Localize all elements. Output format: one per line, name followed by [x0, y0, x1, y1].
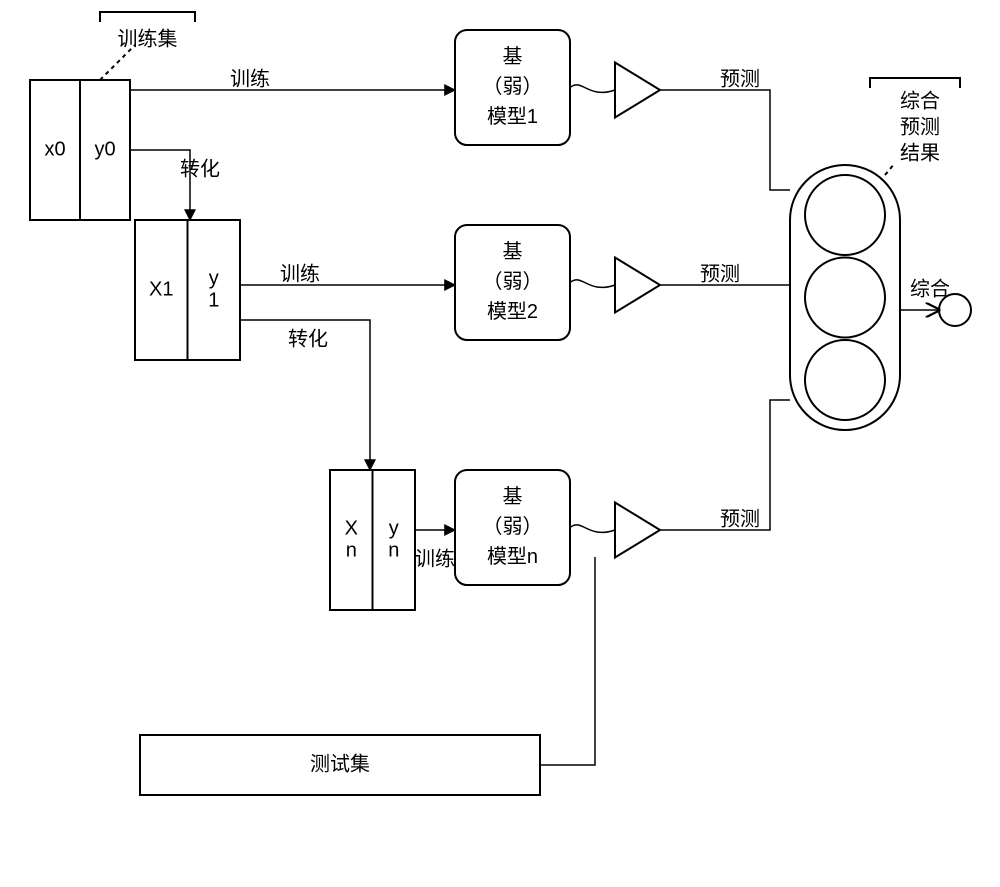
model-m2: 基 （弱） 模型2	[455, 225, 570, 340]
triangle-t2	[615, 258, 660, 313]
svg-text:y: y	[209, 267, 219, 289]
ensemble-slot-1	[805, 258, 885, 338]
svg-text:y0: y0	[94, 138, 115, 160]
svg-text:训练: 训练	[230, 67, 270, 90]
model-mn: 基 （弱） 模型n	[455, 470, 570, 585]
svg-text:模型2: 模型2	[487, 300, 538, 323]
ensemble-slot-0	[805, 175, 885, 255]
flow-diagram: 训练集x0y0X1y1Xnyn基（弱）模型1基（弱）模型2基（弱）模型n训练训练…	[0, 0, 1000, 887]
final-output	[939, 294, 971, 326]
svg-text:模型n: 模型n	[487, 545, 538, 568]
svg-text:转化: 转化	[288, 327, 328, 350]
svg-text:预测: 预测	[700, 262, 740, 285]
dataset-d0: x0 y0	[30, 80, 130, 220]
svg-text:X: X	[345, 517, 358, 539]
model-m1: 基 （弱） 模型1	[455, 30, 570, 145]
dataset-d1: X1 y1	[135, 220, 240, 360]
svg-text:1: 1	[208, 289, 219, 311]
svg-text:x0: x0	[44, 138, 65, 160]
triangle-t1	[615, 63, 660, 118]
svg-text:预测: 预测	[720, 67, 760, 90]
svg-text:模型1: 模型1	[487, 105, 538, 128]
svg-text:y: y	[389, 517, 399, 539]
svg-text:综合: 综合	[900, 89, 940, 112]
svg-text:（弱）: （弱）	[483, 75, 543, 98]
svg-text:基: 基	[503, 485, 523, 508]
svg-text:预测: 预测	[720, 507, 760, 530]
svg-text:（弱）: （弱）	[483, 270, 543, 293]
svg-text:（弱）: （弱）	[483, 515, 543, 538]
svg-text:综合: 综合	[910, 277, 950, 300]
svg-text:训练: 训练	[280, 262, 320, 285]
svg-text:结果: 结果	[900, 141, 940, 164]
svg-text:X1: X1	[149, 278, 173, 300]
svg-text:基: 基	[503, 45, 523, 68]
svg-text:基: 基	[503, 240, 523, 263]
dataset-dn: Xnyn	[330, 470, 415, 610]
svg-text:测试集: 测试集	[310, 752, 370, 775]
svg-text:训练: 训练	[415, 547, 455, 570]
svg-text:n: n	[388, 539, 399, 561]
svg-text:n: n	[346, 539, 357, 561]
ensemble-slot-2	[805, 340, 885, 420]
svg-text:转化: 转化	[180, 157, 220, 180]
training-set-label: 训练集	[118, 27, 178, 50]
triangle-tn	[615, 503, 660, 558]
svg-text:预测: 预测	[900, 115, 940, 138]
